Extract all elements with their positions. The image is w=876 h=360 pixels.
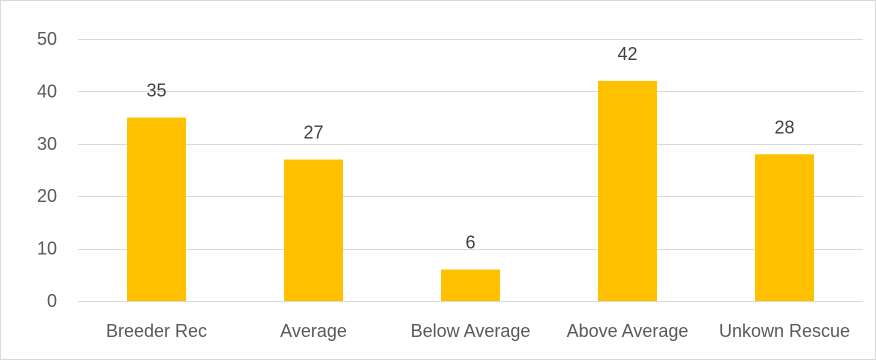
x-axis-tick-labels: Breeder Rec Average Below Average Above Ave… bbox=[106, 321, 850, 341]
y-tick-label: 0 bbox=[47, 291, 57, 311]
y-tick-label: 10 bbox=[37, 239, 57, 259]
x-tick-label: Breeder Rec bbox=[106, 321, 207, 341]
x-tick-label: Below Average bbox=[411, 321, 531, 341]
bars bbox=[127, 80, 814, 301]
bar-unkown-rescue bbox=[755, 154, 814, 301]
y-tick-label: 40 bbox=[37, 81, 57, 101]
bar-above-average bbox=[598, 80, 657, 301]
data-label: 6 bbox=[465, 233, 475, 253]
bar-breeder-rec bbox=[127, 117, 186, 301]
y-tick-label: 20 bbox=[37, 186, 57, 206]
y-tick-label: 50 bbox=[37, 29, 57, 49]
gridlines bbox=[78, 39, 863, 302]
bar-below-average bbox=[441, 269, 500, 301]
data-label: 28 bbox=[774, 117, 794, 137]
data-label: 27 bbox=[303, 123, 323, 143]
data-label: 42 bbox=[617, 44, 637, 64]
data-label: 35 bbox=[146, 81, 166, 101]
x-tick-label: Unkown Rescue bbox=[719, 321, 850, 341]
x-tick-label: Average bbox=[280, 321, 347, 341]
x-tick-label: Above Average bbox=[567, 321, 689, 341]
data-labels: 35 27 6 42 28 bbox=[146, 44, 794, 253]
y-tick-label: 30 bbox=[37, 134, 57, 154]
y-axis-tick-labels: 0 10 20 30 40 50 bbox=[37, 29, 57, 311]
bar-average bbox=[284, 159, 343, 301]
